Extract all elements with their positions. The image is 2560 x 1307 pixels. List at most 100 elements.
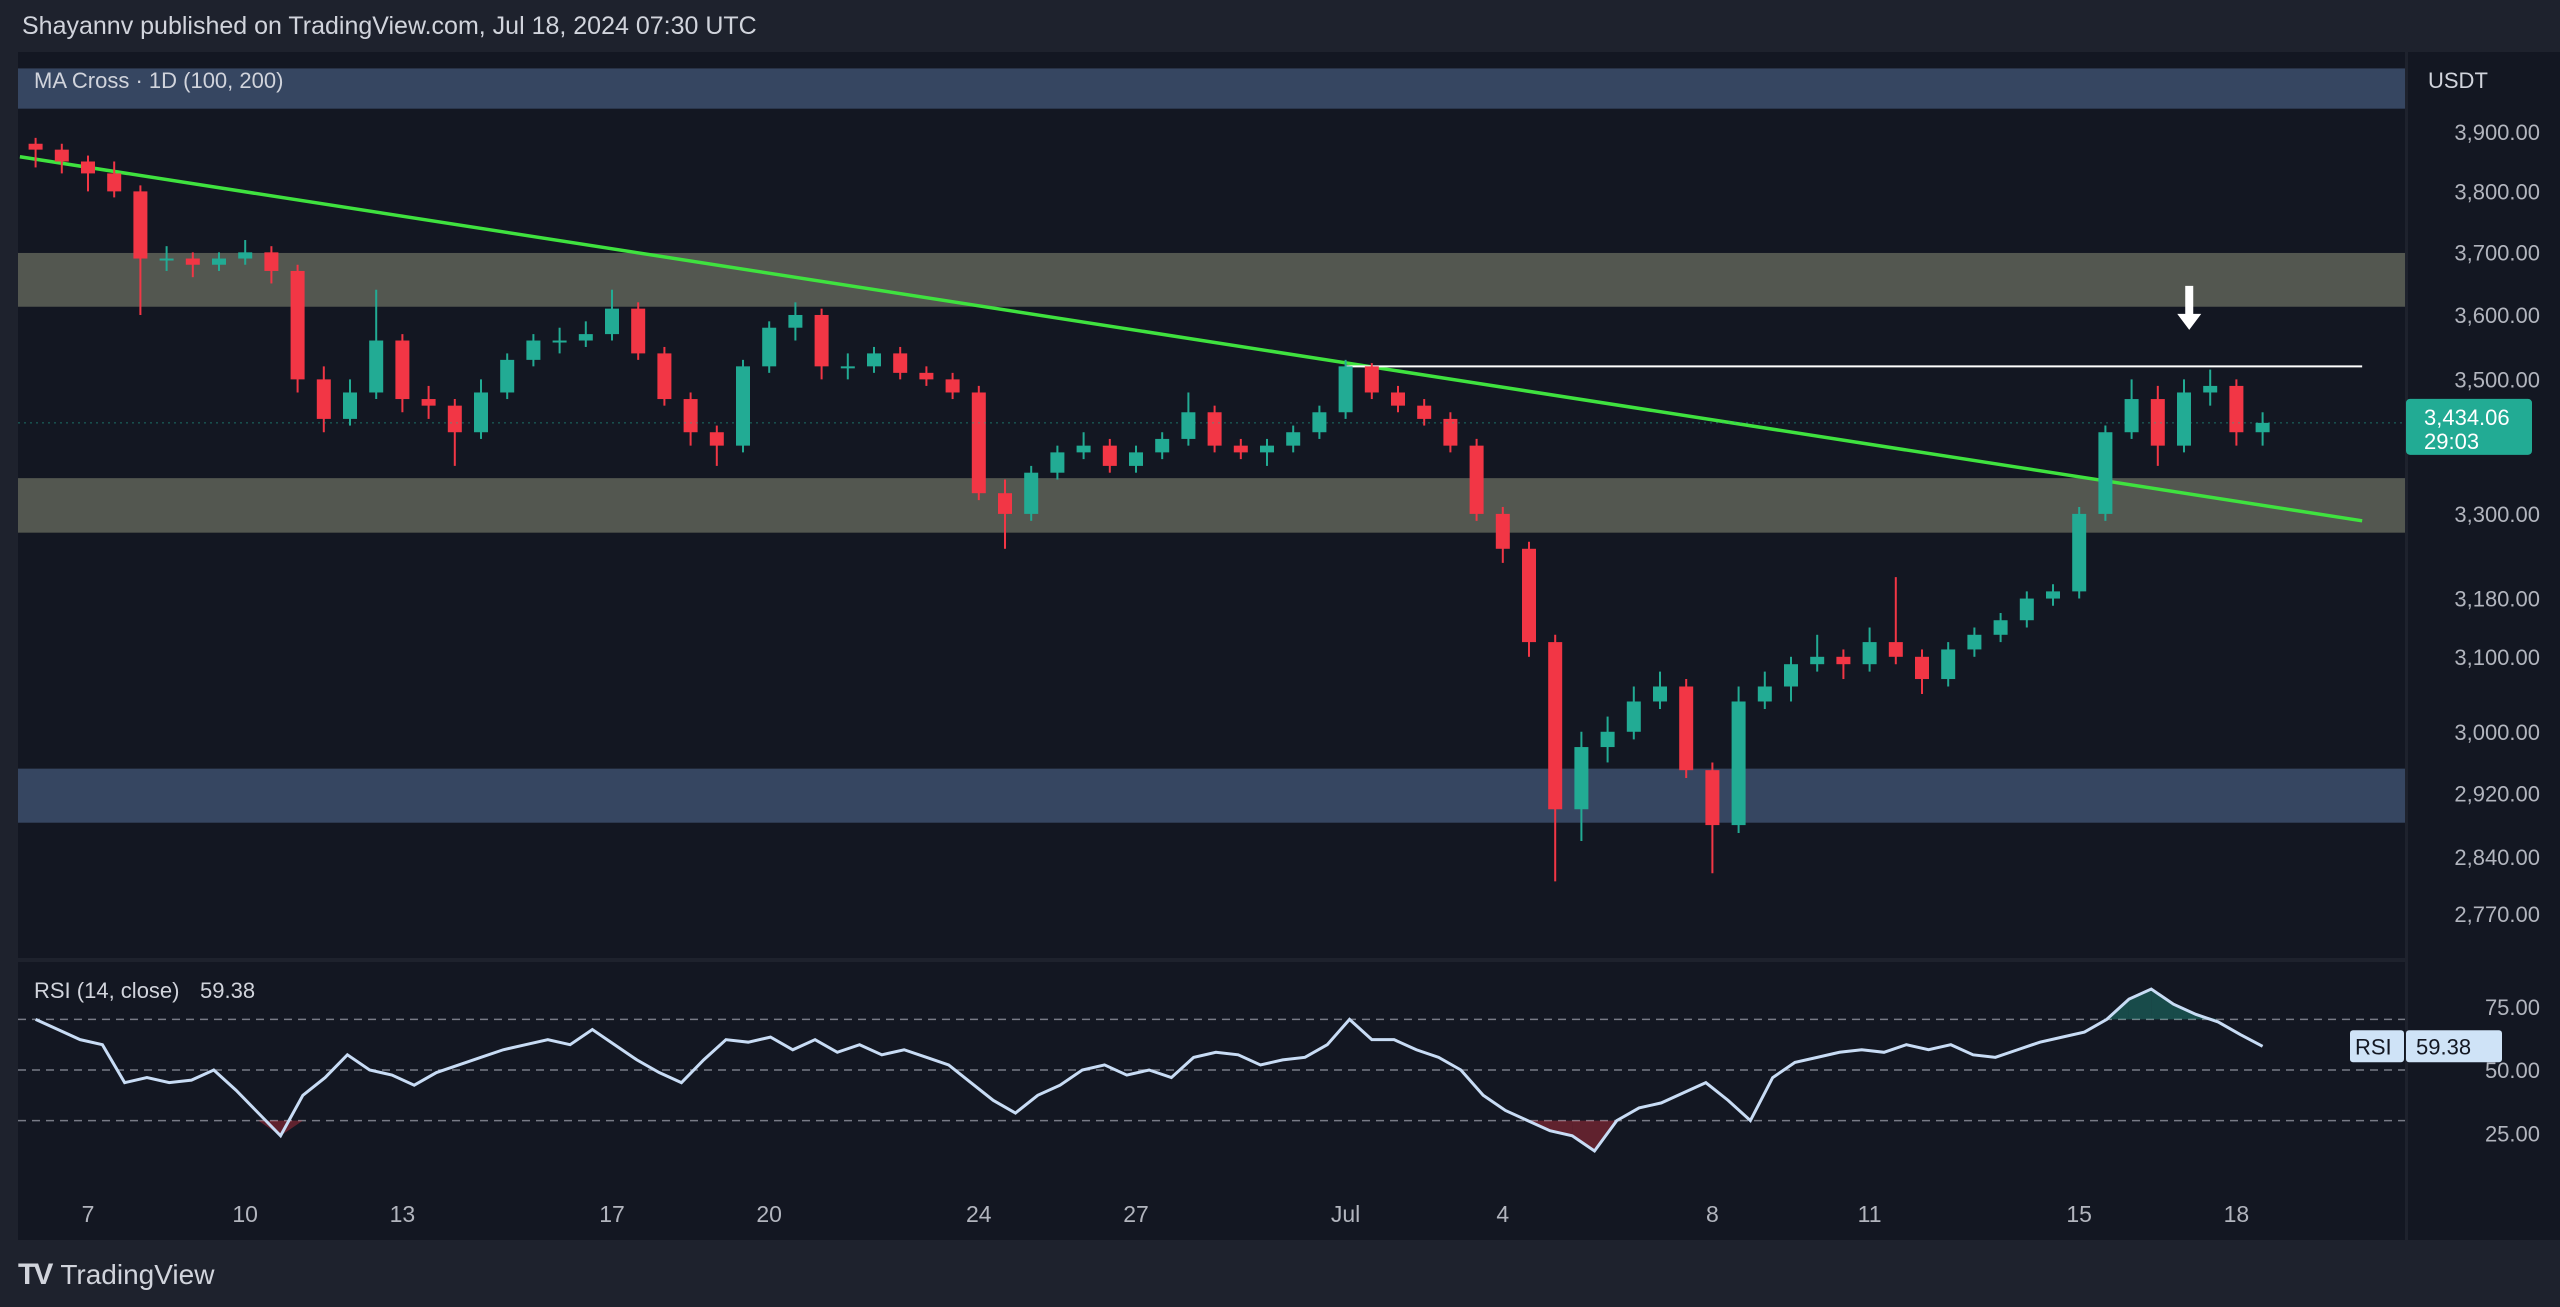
candle-body (447, 405, 462, 433)
price-tick-label: 3,180.00 (2454, 587, 2540, 612)
rsi-value-tag-label: 59.38 (2416, 1034, 2471, 1059)
candle-body (552, 340, 567, 343)
time-tick-label: 10 (232, 1201, 258, 1227)
candle (2255, 412, 2270, 446)
candle-body (840, 366, 855, 369)
rsi-overbought-fill (2128, 989, 2152, 1020)
candle (1679, 679, 1694, 778)
candle (343, 379, 357, 426)
candle-body (1312, 412, 1327, 433)
candle-body (238, 252, 253, 259)
price-tick-label: 3,900.00 (2454, 120, 2540, 145)
price-tick-label: 3,700.00 (2454, 240, 2540, 265)
candle (1548, 634, 1563, 882)
publisher-line: Shayannv published on TradingView.com, J… (22, 12, 757, 40)
candle-body (1731, 701, 1746, 826)
time-tick-label: Jul (1331, 1201, 1360, 1227)
candle-body (1941, 649, 1956, 680)
candle (421, 385, 436, 419)
candle-body (657, 353, 672, 400)
candle-body (736, 366, 750, 446)
candle-body (971, 392, 986, 494)
time-tick-label: 17 (599, 1201, 625, 1227)
price-tick-label: 3,600.00 (2454, 303, 2540, 328)
rsi-name-tag (2350, 1030, 2404, 1063)
candle (238, 240, 253, 265)
candle (1600, 716, 1615, 763)
tradingview-brand[interactable]: TV TradingView (18, 1258, 214, 1292)
candle-body (316, 379, 331, 419)
candle (2229, 379, 2244, 446)
candle-body (2072, 513, 2087, 592)
candle (1050, 445, 1065, 480)
candle (1862, 627, 1877, 672)
candle-body (526, 340, 541, 360)
candle (212, 252, 226, 271)
candle-body (1600, 731, 1615, 748)
price-tick-label: 3,300.00 (2454, 502, 2540, 527)
candle (919, 366, 934, 386)
candle-body (1443, 418, 1458, 446)
candle (631, 302, 646, 360)
rsi-name-tag-label: RSI (2355, 1034, 2392, 1059)
candle-body (1181, 412, 1196, 439)
candle (2203, 369, 2218, 406)
candle (1993, 612, 2008, 643)
candle (578, 321, 593, 347)
candle-body (2124, 399, 2139, 433)
currency-label[interactable]: USDT (2428, 68, 2488, 93)
candle-body (1862, 642, 1877, 665)
candle-body (631, 308, 646, 354)
rsi-value-tag (2406, 1030, 2502, 1063)
price-tick-label: 3,100.00 (2454, 645, 2540, 670)
candle (1522, 541, 1536, 657)
candle (1653, 671, 1667, 710)
price-zone (18, 252, 2405, 307)
candle (1705, 762, 1720, 874)
candle-body (919, 372, 934, 380)
candle (2098, 425, 2113, 521)
candle (736, 359, 750, 453)
candle (814, 308, 829, 380)
candle-body (1967, 634, 1982, 650)
candle-body (264, 252, 279, 271)
candle-body (945, 379, 960, 393)
candle (1836, 649, 1851, 680)
candle-body (1653, 686, 1667, 702)
time-tick-label: 20 (756, 1201, 782, 1227)
down-arrow-icon (2177, 285, 2202, 330)
rsi-line (34, 987, 2264, 1154)
candle (1312, 405, 1327, 439)
candle-body (814, 314, 829, 367)
price-tick-label: 2,770.00 (2454, 902, 2540, 927)
price-countdown: 29:03 (2424, 429, 2479, 454)
candle-body (762, 327, 777, 367)
candle (1941, 642, 1956, 687)
candle-body (605, 308, 619, 335)
candle (526, 334, 541, 367)
candle (1469, 438, 1484, 521)
candle-body (683, 399, 698, 433)
candle (1626, 686, 1641, 740)
candle-body (1364, 366, 1379, 393)
time-tick-label: 27 (1123, 1201, 1149, 1227)
time-tick-label: 13 (390, 1201, 416, 1227)
candle (605, 289, 619, 341)
candle (2046, 584, 2060, 606)
candle (1731, 686, 1746, 834)
rsi-pane[interactable] (18, 962, 2405, 1240)
candle-body (1626, 701, 1641, 732)
candle-body (1810, 656, 1825, 665)
price-tick-label: 2,920.00 (2454, 782, 2540, 807)
candle-body (1915, 656, 1929, 680)
candle (1286, 425, 1301, 453)
candle (28, 137, 43, 168)
candle-body (2177, 392, 2191, 446)
candle-body (1129, 452, 1143, 466)
candle (1757, 671, 1772, 710)
time-tick-label: 15 (2066, 1201, 2092, 1227)
candle (447, 399, 462, 466)
price-zone (18, 768, 2405, 823)
brand-name: TradingView (60, 1259, 215, 1290)
